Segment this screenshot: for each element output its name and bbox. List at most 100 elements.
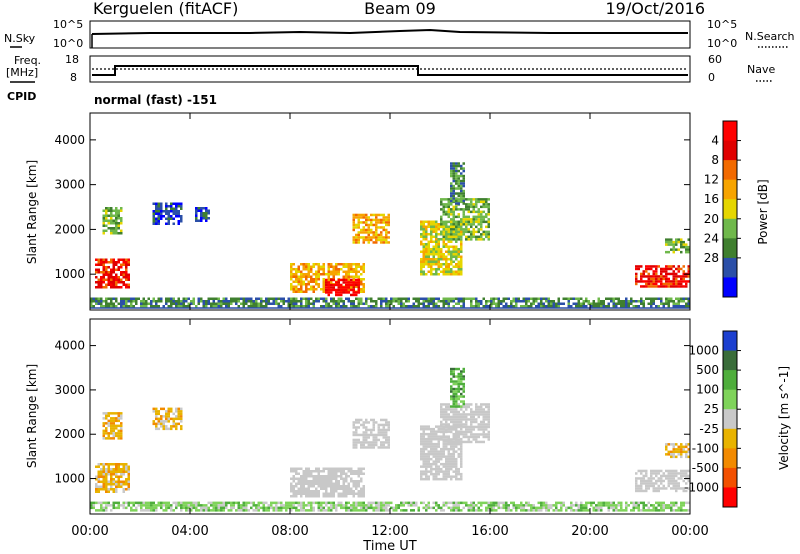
- power-patches: [90, 162, 690, 308]
- velocity-colorbar-tick: 100: [696, 383, 719, 397]
- power-colorbar-tick: 24: [704, 231, 719, 245]
- velocity-patch: [352, 418, 390, 449]
- power-colorbar-segment: [723, 199, 737, 220]
- power-patch: [90, 297, 690, 308]
- power-patch: [450, 162, 465, 205]
- freq-panel: Freq. [MHz] 18 8 60 0 Nave CPID normal (…: [6, 53, 775, 107]
- nsky-label: N.Sky: [4, 32, 36, 45]
- velocity-patch: [635, 469, 690, 493]
- cpid-value: normal (fast) -151: [94, 93, 217, 107]
- cpid-label: CPID: [7, 90, 36, 103]
- velocity-colorbar-tick: -1000: [684, 480, 719, 494]
- power-colorbar-tick: 8: [711, 153, 719, 167]
- noise-panel: N.Sky 10^5 10^0 10^5 10^0 N.Search: [4, 18, 795, 50]
- time-tick-label: 20:00: [571, 524, 608, 539]
- velocity-colorbar-segment: [723, 448, 737, 469]
- power-ytick-label: 3000: [54, 178, 85, 192]
- power-patch: [325, 278, 360, 297]
- freq-tick-top: 18: [65, 53, 79, 66]
- velocity-ytick-label: 1000: [54, 472, 85, 486]
- time-tick-label: 12:00: [371, 524, 408, 539]
- power-colorbar: 4 8 12 16 20 24 28 Power [dB]: [704, 120, 770, 298]
- time-axis-label: Time UT: [362, 539, 416, 554]
- power-patch: [635, 265, 690, 288]
- velocity-ytick-label: 2000: [54, 427, 85, 441]
- freq-label-1: Freq.: [14, 54, 41, 67]
- velocity-patch: [102, 412, 123, 440]
- velocity-colorbar-tick: 1000: [688, 344, 719, 358]
- time-tick-label: 08:00: [271, 524, 308, 539]
- power-colorbar-segment: [723, 218, 737, 239]
- nave-tick-bottom: 0: [708, 71, 715, 84]
- power-colorbar-segment: [723, 277, 737, 298]
- velocity-colorbar-segment: [723, 370, 737, 391]
- noise-tick-top-right: 10^5: [707, 18, 737, 31]
- power-colorbar-tick: 16: [704, 192, 719, 206]
- power-colorbar-segment: [723, 121, 737, 142]
- power-yticks: 1000 2000 3000 4000: [54, 133, 690, 281]
- velocity-patch: [90, 501, 690, 512]
- velocity-patch: [450, 367, 465, 408]
- power-panel: Slant Range [km] 1000 2000 3000 4000: [25, 112, 691, 311]
- power-patch: [152, 202, 183, 225]
- radar-title: Kerguelen (fitACF): [93, 0, 238, 18]
- velocity-colorbar-tick: 25: [704, 402, 719, 416]
- velocity-patch: [665, 443, 690, 459]
- noise-sky-trace: [91, 28, 688, 35]
- velocity-yticks: 1000 2000 3000 4000: [54, 339, 690, 486]
- velocity-colorbar-label: Velocity [m s^-1]: [777, 366, 791, 470]
- power-patch: [290, 263, 365, 293]
- power-colorbar-segment: [723, 140, 737, 161]
- nave-tick-top: 60: [708, 53, 722, 66]
- power-patch: [102, 207, 123, 235]
- power-colorbar-tick: 20: [704, 212, 719, 226]
- velocity-colorbar: 1000 500 100 25 -25 -100 -500 -1000 Velocity [m…: [684, 330, 791, 508]
- power-colorbar-label: Power [dB]: [756, 179, 770, 244]
- velocity-ylabel: Slant Range [km]: [25, 364, 39, 468]
- power-colorbar-tick: 4: [711, 134, 719, 148]
- power-colorbar-segment: [723, 238, 737, 259]
- freq-label-2: [MHz]: [6, 66, 38, 79]
- velocity-colorbar-segment: [723, 467, 737, 488]
- velocity-patch: [290, 467, 365, 498]
- velocity-ytick-label: 3000: [54, 383, 85, 397]
- power-colorbar-segment: [723, 160, 737, 181]
- power-patch: [352, 213, 390, 244]
- velocity-patch: [95, 463, 130, 493]
- velocity-colorbar-tick: -100: [692, 441, 719, 455]
- freq-tick-bottom: 8: [70, 71, 77, 84]
- velocity-colorbar-segment: [723, 409, 737, 430]
- velocity-patch: [440, 403, 490, 444]
- power-ytick-label: 1000: [54, 267, 85, 281]
- power-colorbar-segment: [723, 179, 737, 200]
- noise-tick-top-left: 10^5: [53, 18, 83, 31]
- freq-trace: [92, 65, 688, 76]
- nave-label: Nave: [747, 63, 775, 76]
- date-title: 19/Oct/2016: [605, 0, 705, 18]
- power-patch: [195, 207, 210, 222]
- power-ylabel: Slant Range [km]: [25, 160, 39, 264]
- power-patch: [665, 238, 690, 254]
- velocity-colorbar-segment: [723, 487, 737, 508]
- beam-title: Beam 09: [364, 0, 436, 18]
- power-colorbar-tick: 12: [704, 173, 719, 187]
- noise-tick-bottom-left: 10^0: [53, 37, 83, 50]
- power-colorbar-segment: [723, 257, 737, 278]
- velocity-colorbar-tick: -500: [692, 461, 719, 475]
- velocity-colorbar-segment: [723, 331, 737, 352]
- power-colorbar-tick: 28: [704, 251, 719, 265]
- time-tick-label: 04:00: [171, 524, 208, 539]
- velocity-ytick-label: 4000: [54, 339, 85, 353]
- velocity-colorbar-segment: [723, 350, 737, 371]
- velocity-colorbar-tick: -25: [699, 422, 719, 436]
- velocity-patches: [90, 367, 690, 512]
- time-tick-label: 16:00: [471, 524, 508, 539]
- time-tick-label: 00:00: [71, 524, 108, 539]
- time-tick-label: 00:00: [671, 524, 708, 539]
- power-ytick-label: 2000: [54, 222, 85, 236]
- velocity-colorbar-tick: 500: [696, 363, 719, 377]
- time-axis-ticks: 00:00 04:00 08:00 12:00 16:00 20:00 00:00: [71, 113, 709, 539]
- nsearch-label: N.Search: [745, 30, 795, 43]
- noise-tick-bottom-right: 10^0: [707, 37, 737, 50]
